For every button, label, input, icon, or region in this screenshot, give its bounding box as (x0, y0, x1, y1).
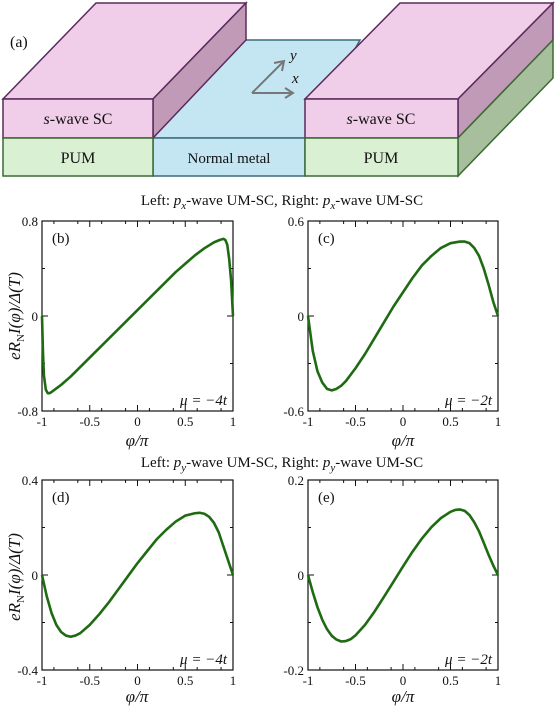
ylabel-bottom: eRNI(φ)/Δ(T) (5, 533, 27, 621)
series-line (306, 240, 500, 392)
x-tick-label: -0.5 (79, 673, 100, 688)
left-pum-front (2, 137, 154, 177)
x-tick-label: -1 (37, 414, 48, 429)
x-tick-label: 0 (134, 414, 141, 429)
chart-1: -1 -0.5 0 0.5 1 0.6 0 -0.6 (c) μ = −2t (283, 214, 501, 429)
x-tick-label: 0.5 (177, 414, 193, 429)
x-tick-label: 0 (400, 673, 407, 688)
left-sc-front (2, 98, 154, 139)
row1-title: Left: px-wave UM-SC, Right: px-wave UM-S… (141, 193, 423, 212)
xlabel-b: φ/π (126, 431, 149, 450)
xlabel-e: φ/π (392, 687, 415, 706)
x-tick-label: -1 (303, 673, 314, 688)
y-tick-label: 0.6 (288, 214, 305, 229)
panel-label: (b) (52, 231, 70, 247)
x-tick-label: 1 (495, 414, 502, 429)
right-pum-front (304, 137, 459, 177)
mu-annotation: μ = −2t (444, 393, 493, 409)
series-line (306, 508, 500, 643)
y-tick-label: -0.4 (17, 663, 38, 678)
right-sc-label: s-wave SC (347, 111, 416, 128)
right-pum-label: PUM (364, 150, 399, 167)
right-sc-front (304, 98, 459, 139)
y-tick-label: 0 (298, 568, 305, 583)
x-tick-label: -1 (37, 673, 48, 688)
y-tick-label: 0 (32, 568, 39, 583)
y-tick-label: -0.6 (283, 404, 304, 419)
xlabel-d: φ/π (126, 687, 149, 706)
chart-2: -1 -0.5 0 0.5 1 0.4 0 -0.4 (d) μ = −4t (17, 473, 236, 688)
x-tick-label: 1 (495, 673, 502, 688)
left-pum-label: PUM (61, 150, 96, 167)
x-tick-label: 1 (230, 673, 237, 688)
axis-x-label: x (291, 71, 299, 87)
panel-label: (e) (318, 490, 335, 506)
row2-title: Left: py-wave UM-SC, Right: py-wave UM-S… (141, 455, 423, 474)
x-tick-label: -0.5 (345, 673, 366, 688)
plot-frame (307, 220, 499, 412)
plot-frame (41, 479, 234, 671)
y-tick-label: 0 (32, 309, 39, 324)
y-tick-label: 0.4 (22, 473, 39, 488)
panel-a-label: (a) (10, 34, 28, 51)
x-tick-label: -0.5 (79, 414, 100, 429)
y-tick-label: -0.2 (283, 663, 304, 678)
left-sc-label: s-wave SC (44, 111, 113, 128)
x-tick-label: -1 (303, 414, 314, 429)
schematic: y x (a) s-wave SC s-wave SC PUM PUM Norm… (1, 1, 555, 178)
y-tick-label: 0.8 (22, 214, 38, 229)
x-tick-label: 0.5 (442, 414, 458, 429)
mu-annotation: μ = −2t (444, 652, 493, 668)
y-tick-label: 0 (298, 309, 305, 324)
chart-3: -1 -0.5 0 0.5 1 0.2 0 -0.2 (e) μ = −2t (283, 473, 501, 688)
panel-label: (c) (318, 231, 335, 247)
panel-label: (d) (52, 490, 70, 506)
series-line (40, 511, 235, 639)
y-tick-label: -0.8 (17, 404, 38, 419)
x-tick-label: 0 (400, 414, 407, 429)
normal-metal-label: Normal metal (188, 151, 271, 167)
x-tick-label: 0 (134, 673, 141, 688)
x-tick-label: 0.5 (442, 673, 458, 688)
chart-0: -1 -0.5 0 0.5 1 0.8 0 -0.8 (b) μ = −4t (17, 214, 236, 429)
mu-annotation: μ = −4t (179, 652, 228, 668)
series-line (40, 237, 235, 395)
x-tick-label: -0.5 (345, 414, 366, 429)
axis-y-label: y (288, 48, 297, 64)
x-tick-label: 0.5 (177, 673, 193, 688)
y-tick-label: 0.2 (288, 473, 304, 488)
mu-annotation: μ = −4t (179, 393, 228, 409)
xy-axes-icon (251, 59, 295, 99)
xlabel-c: φ/π (392, 431, 415, 450)
x-tick-label: 1 (230, 414, 237, 429)
ylabel-top: eRNI(φ)/Δ(T) (5, 272, 27, 360)
plot-frame (307, 479, 499, 671)
